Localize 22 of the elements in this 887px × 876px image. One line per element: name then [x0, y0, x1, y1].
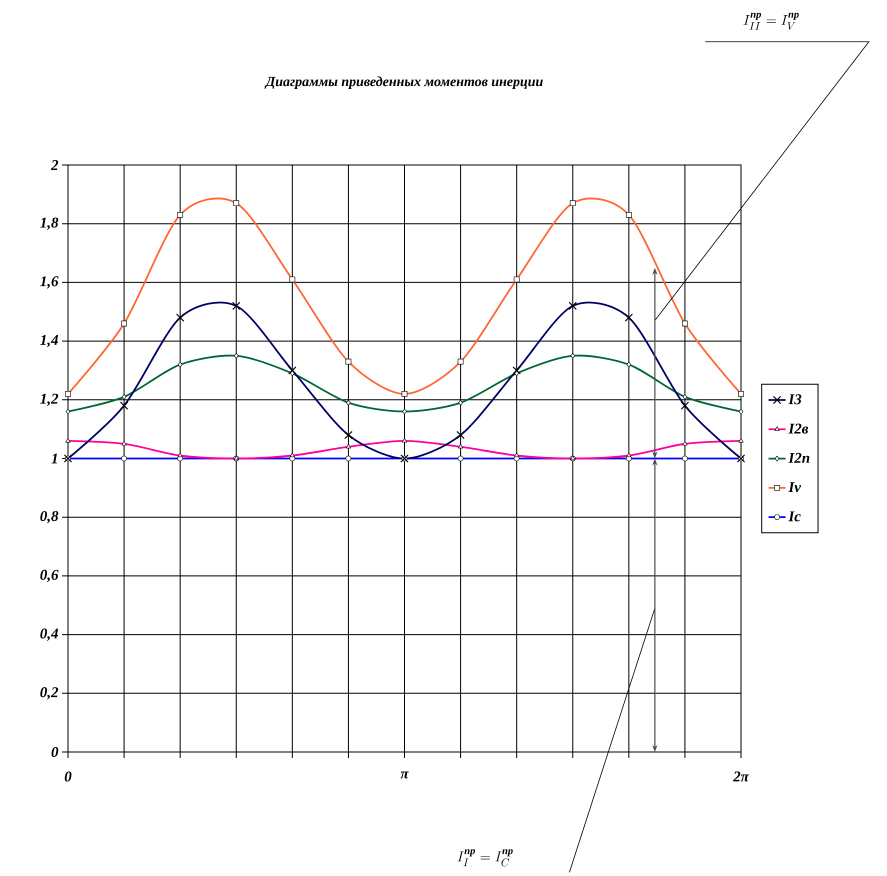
- y-tick-label: 0,8: [40, 511, 58, 524]
- y-tick-label: 0,4: [40, 628, 58, 641]
- x-tick-label: 2π: [733, 771, 750, 782]
- y-tick-label: 0,2: [40, 687, 58, 700]
- y-tick-label: 1,8: [40, 218, 58, 230]
- y-tick-label: 0: [52, 746, 58, 758]
- chart-title: Диаграммы приведенных моментов инерции: [264, 76, 543, 90]
- legend-label: I2п: [788, 452, 810, 463]
- x-tick-label: π: [400, 771, 409, 778]
- legend-label: I2в: [788, 424, 808, 434]
- text: $I^{\text{пр}}_{I} = I^{\text{пр}}_{C}$: [458, 849, 513, 866]
- y-tick-label: 1,6: [40, 276, 58, 288]
- y-tick-label: 1,2: [40, 394, 58, 406]
- legend-label: I3: [788, 394, 802, 404]
- legend-label: Iv: [788, 482, 802, 492]
- x-tick-label: 0: [64, 771, 72, 782]
- y-tick-label: 1,4: [40, 335, 58, 348]
- y-tick-label: 1: [51, 454, 57, 464]
- y-tick-label: 2: [50, 160, 58, 170]
- text: $I^{\text{пр}}_{II} = I^{\text{пр}}_{V}$: [744, 12, 799, 30]
- legend-label: Ic: [788, 511, 801, 522]
- y-tick-label: 0,6: [40, 570, 58, 582]
